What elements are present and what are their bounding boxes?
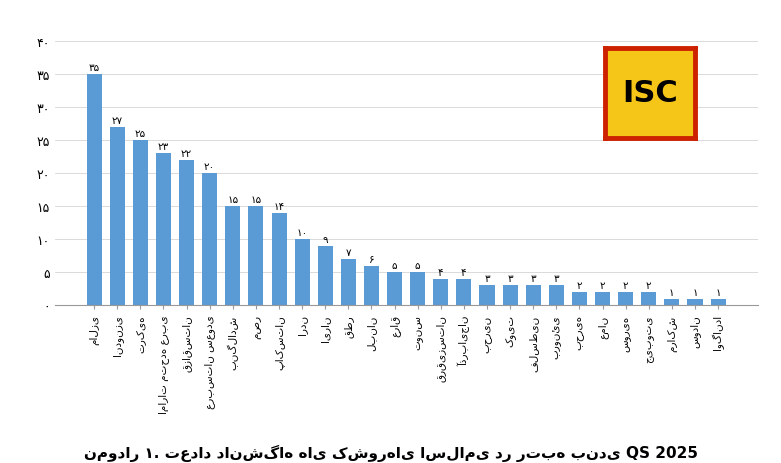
- Bar: [711, 299, 726, 306]
- Text: ۱: ۱: [692, 287, 697, 297]
- Text: ۲: ۲: [600, 281, 605, 290]
- Text: ۱۵: ۱۵: [251, 194, 262, 205]
- Bar: [272, 213, 287, 306]
- Text: ۱: ۱: [715, 287, 721, 297]
- Text: ۲: ۲: [623, 281, 629, 290]
- Text: ۷: ۷: [345, 247, 351, 257]
- Bar: [410, 273, 425, 306]
- Bar: [456, 279, 472, 306]
- Text: ۹: ۹: [323, 234, 328, 244]
- Text: ۳: ۳: [554, 274, 559, 284]
- Bar: [618, 293, 633, 306]
- Text: ۱۰: ۱۰: [297, 228, 308, 238]
- Text: نمودار ۱. تعداد دانشگاه های کشورهای اسلامی در رتبه بندی QS 2025: نمودار ۱. تعداد دانشگاه های کشورهای اسلا…: [84, 444, 697, 461]
- Bar: [387, 273, 402, 306]
- Bar: [133, 141, 148, 306]
- Text: ۱۵: ۱۵: [227, 194, 238, 205]
- Bar: [225, 206, 241, 306]
- Text: ۳: ۳: [484, 274, 490, 284]
- Bar: [480, 286, 494, 306]
- Bar: [202, 174, 217, 306]
- Text: ۳۵: ۳۵: [88, 63, 100, 73]
- Bar: [156, 154, 171, 306]
- Text: ۲۰: ۲۰: [204, 162, 216, 172]
- Bar: [364, 266, 379, 306]
- Bar: [572, 293, 587, 306]
- Text: ۱۴: ۱۴: [273, 201, 284, 211]
- Text: ۵: ۵: [392, 261, 398, 270]
- Text: ۵: ۵: [415, 261, 420, 270]
- Bar: [87, 75, 102, 306]
- Text: ISC: ISC: [622, 79, 678, 108]
- Bar: [318, 246, 333, 306]
- Text: ۴: ۴: [461, 267, 467, 277]
- Bar: [665, 299, 679, 306]
- Text: ۲۳: ۲۳: [158, 142, 169, 152]
- Text: ۱: ۱: [669, 287, 675, 297]
- Bar: [549, 286, 564, 306]
- Bar: [109, 127, 125, 306]
- Bar: [503, 286, 518, 306]
- Bar: [248, 206, 263, 306]
- Text: ۲۷: ۲۷: [112, 115, 123, 125]
- Text: ۴: ۴: [438, 267, 444, 277]
- Text: ۶: ۶: [369, 254, 374, 264]
- Text: ۲: ۲: [646, 281, 651, 290]
- Bar: [179, 160, 194, 306]
- Bar: [641, 293, 656, 306]
- Bar: [341, 259, 356, 306]
- Bar: [687, 299, 703, 306]
- Bar: [294, 240, 309, 306]
- Bar: [595, 293, 610, 306]
- Text: ۳: ۳: [530, 274, 536, 284]
- Text: ۲: ۲: [576, 281, 583, 290]
- Text: ۲۲: ۲۲: [181, 149, 192, 158]
- Text: ۲۵: ۲۵: [135, 129, 146, 138]
- Bar: [526, 286, 540, 306]
- Bar: [433, 279, 448, 306]
- Text: ۳: ۳: [508, 274, 513, 284]
